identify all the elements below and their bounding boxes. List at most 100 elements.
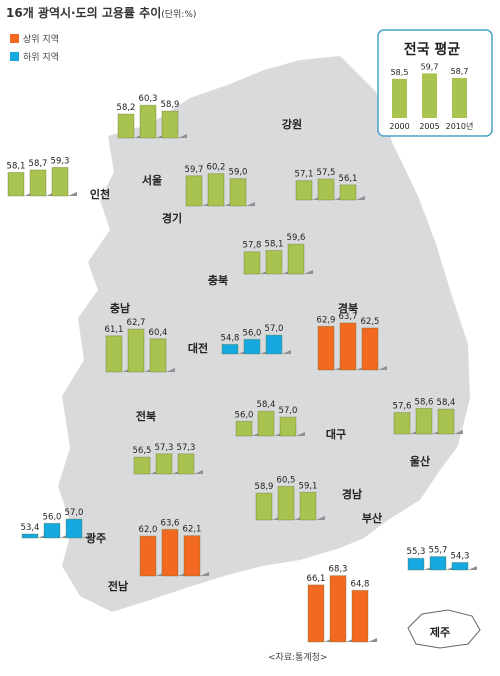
region-9-bar-shadow-3 <box>296 432 305 436</box>
region-8-bar-1 <box>317 325 335 371</box>
region-12-value-label-2: 56,0 <box>43 512 62 522</box>
region-5-bar-shadow-3 <box>304 270 313 274</box>
region-3-value-label-1: 59,7 <box>185 165 204 175</box>
region-7-value-label-3: 57,0 <box>265 324 284 334</box>
region-13-name-label: 경남 <box>342 487 362 501</box>
region-16-bar-2 <box>329 575 347 643</box>
region-2-bar-3 <box>51 166 69 197</box>
region-2-value-label-1: 58,1 <box>7 161 26 171</box>
national-value-label-3: 58,7 <box>451 67 469 76</box>
region-14-bar-2 <box>161 528 179 577</box>
national-year-label-3: 2010년 <box>446 121 474 131</box>
region-6-bar-1 <box>105 335 123 373</box>
region-11-value-label-2: 58,6 <box>415 397 434 407</box>
national-average-title: 전국 평균 <box>404 41 461 58</box>
region-10-value-label-1: 56,5 <box>133 446 152 456</box>
region-2-bar-shadow-3 <box>68 192 77 196</box>
region-12-value-label-3: 57,0 <box>65 508 84 518</box>
region-7-bar-2 <box>243 338 261 355</box>
region-10-name-label: 전북 <box>136 409 156 423</box>
national-bar-3 <box>452 77 467 118</box>
region-9-name-label: 대구 <box>326 427 346 441</box>
region-10-bar-2 <box>155 453 173 475</box>
national-year-label-1: 2000 <box>389 122 409 131</box>
region-13-bar-2 <box>277 485 295 521</box>
region-13-value-label-2: 60,5 <box>277 475 296 485</box>
region-15-value-label-2: 55,7 <box>429 546 448 556</box>
region-15-bar-3 <box>451 561 469 571</box>
region-3-bar-shadow-3 <box>246 202 255 206</box>
region-16-name-label: 제주 <box>430 625 450 639</box>
region-1-bar-3 <box>161 110 179 139</box>
region-1-value-label-1: 58,2 <box>117 103 136 113</box>
chart-title: 16개 광역시·도의 고용률 추이 <box>6 6 162 20</box>
region-5-bar-2 <box>265 249 283 275</box>
region-1-name-label: 서울 <box>142 173 162 187</box>
source-note: <자료:통계청> <box>268 653 328 663</box>
region-10-value-label-3: 57,3 <box>177 443 196 453</box>
region-13-bar-3 <box>299 491 317 521</box>
region-10-bar-3 <box>177 453 195 475</box>
region-2-bar-2 <box>29 169 47 197</box>
region-11-bar-shadow-3 <box>454 430 463 434</box>
chart-unit: (단위:%) <box>161 10 197 20</box>
region-4-bar-1 <box>295 180 313 201</box>
region-14-value-label-1: 62,0 <box>139 525 158 535</box>
national-year-label-2: 2005 <box>419 122 439 131</box>
region-8-bar-2 <box>339 322 357 371</box>
region-14-value-label-2: 63,6 <box>161 518 180 528</box>
region-5-bar-1 <box>243 251 261 275</box>
region-3-bar-1 <box>185 175 203 207</box>
region-8-bar-3 <box>361 327 379 371</box>
region-4-value-label-1: 57,1 <box>295 170 314 180</box>
national-value-label-1: 58,5 <box>391 68 409 77</box>
region-5-bar-3 <box>287 243 305 275</box>
region-4-name-label: 강원 <box>282 117 302 131</box>
region-5-name-label: 충북 <box>208 273 228 287</box>
region-14-bar-3 <box>183 535 201 577</box>
legend-high-label: 상위 지역 <box>23 35 59 45</box>
region-7-bar-1 <box>221 343 239 355</box>
chart-title-block: 16개 광역시·도의 고용률 추이(단위:%) <box>6 4 196 21</box>
region-6-value-label-3: 60,4 <box>149 328 168 338</box>
region-10-bar-1 <box>133 456 151 475</box>
region-15-value-label-1: 55,3 <box>407 547 426 557</box>
legend-low-swatch <box>10 52 19 61</box>
region-15-name-label: 부산 <box>362 511 382 525</box>
region-4-value-label-2: 57,5 <box>317 168 336 178</box>
national-bar-1 <box>392 78 407 118</box>
region-11-value-label-1: 57,6 <box>393 402 412 412</box>
region-7-name-label: 대전 <box>188 341 208 355</box>
region-16-value-label-3: 64,8 <box>351 579 370 589</box>
region-8-value-label-3: 62,5 <box>361 317 380 327</box>
region-13-bar-shadow-3 <box>316 516 325 520</box>
region-12-bar-1 <box>21 533 39 539</box>
region-15-bar-2 <box>429 556 447 571</box>
region-3-value-label-2: 60,2 <box>207 163 226 173</box>
region-5-value-label-3: 59,6 <box>287 233 306 243</box>
region-8-name-label: 경북 <box>338 301 358 315</box>
region-9-value-label-1: 56,0 <box>235 410 254 420</box>
region-4-bar-2 <box>317 178 335 201</box>
region-9-value-label-3: 57,0 <box>279 406 298 416</box>
region-5-value-label-1: 57,8 <box>243 241 262 251</box>
region-16-value-label-2: 68,3 <box>329 565 348 575</box>
region-14-name-label: 전남 <box>108 579 128 593</box>
legend-high: 상위 지역 <box>10 32 59 45</box>
region-1-value-label-3: 58,9 <box>161 100 180 110</box>
region-13-bar-1 <box>255 492 273 521</box>
legend-low-label: 하위 지역 <box>23 53 59 63</box>
region-11-value-label-3: 58,4 <box>437 398 456 408</box>
region-6-bar-2 <box>127 328 145 373</box>
legend-high-swatch <box>10 34 19 43</box>
region-11-bar-3 <box>437 408 455 435</box>
region-12-bar-2 <box>43 522 61 539</box>
region-15-bar-1 <box>407 557 425 571</box>
region-6-bar-3 <box>149 338 167 373</box>
region-6-value-label-1: 61,1 <box>105 325 124 335</box>
region-6-bar-shadow-3 <box>166 368 175 372</box>
region-1-bar-2 <box>139 104 157 139</box>
region-9-bar-1 <box>235 420 253 437</box>
